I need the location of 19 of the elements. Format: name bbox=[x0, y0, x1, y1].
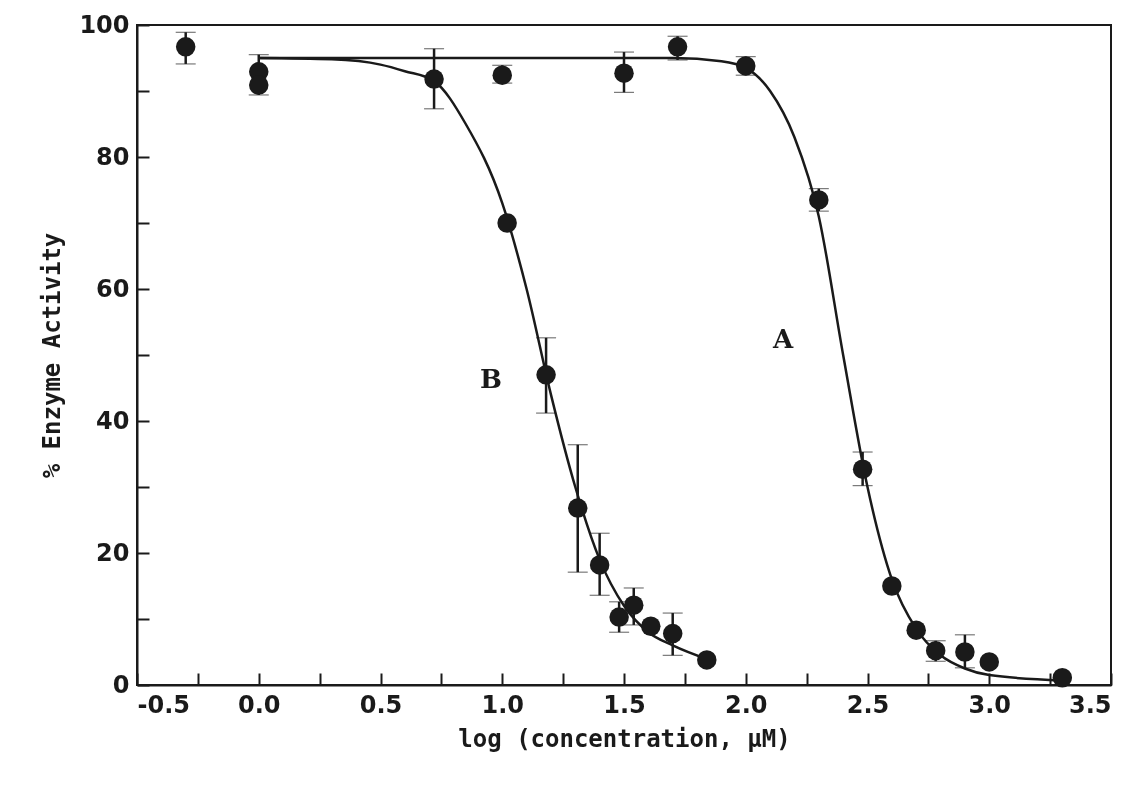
x-tick-label: 1.0 bbox=[481, 690, 525, 719]
x-tick-label: 3.5 bbox=[1068, 690, 1112, 719]
x-tick-label: 1.5 bbox=[603, 690, 646, 719]
x-tick-label: 2.5 bbox=[846, 690, 890, 719]
x-tick-label: 3.0 bbox=[968, 690, 1012, 719]
x-tick-label: -0.5 bbox=[137, 690, 190, 719]
x-axis-title: log (concentration, μM) bbox=[458, 724, 791, 753]
series-label: B bbox=[479, 363, 502, 394]
x-tick-label: 0.0 bbox=[237, 690, 281, 719]
y-tick-label: 0 bbox=[112, 670, 130, 699]
x-tick-label: 2.0 bbox=[724, 690, 768, 719]
y-tick-label: 80 bbox=[96, 142, 130, 171]
y-tick-label: 60 bbox=[96, 274, 130, 303]
y-tick-label: 40 bbox=[96, 406, 130, 435]
y-axis-title: % Enzyme Activity bbox=[38, 232, 67, 479]
y-tick-label: 100 bbox=[79, 10, 130, 39]
y-tick-label: 20 bbox=[96, 538, 130, 567]
x-tick-label: 0.5 bbox=[359, 690, 403, 719]
series-label: A bbox=[772, 324, 795, 354]
